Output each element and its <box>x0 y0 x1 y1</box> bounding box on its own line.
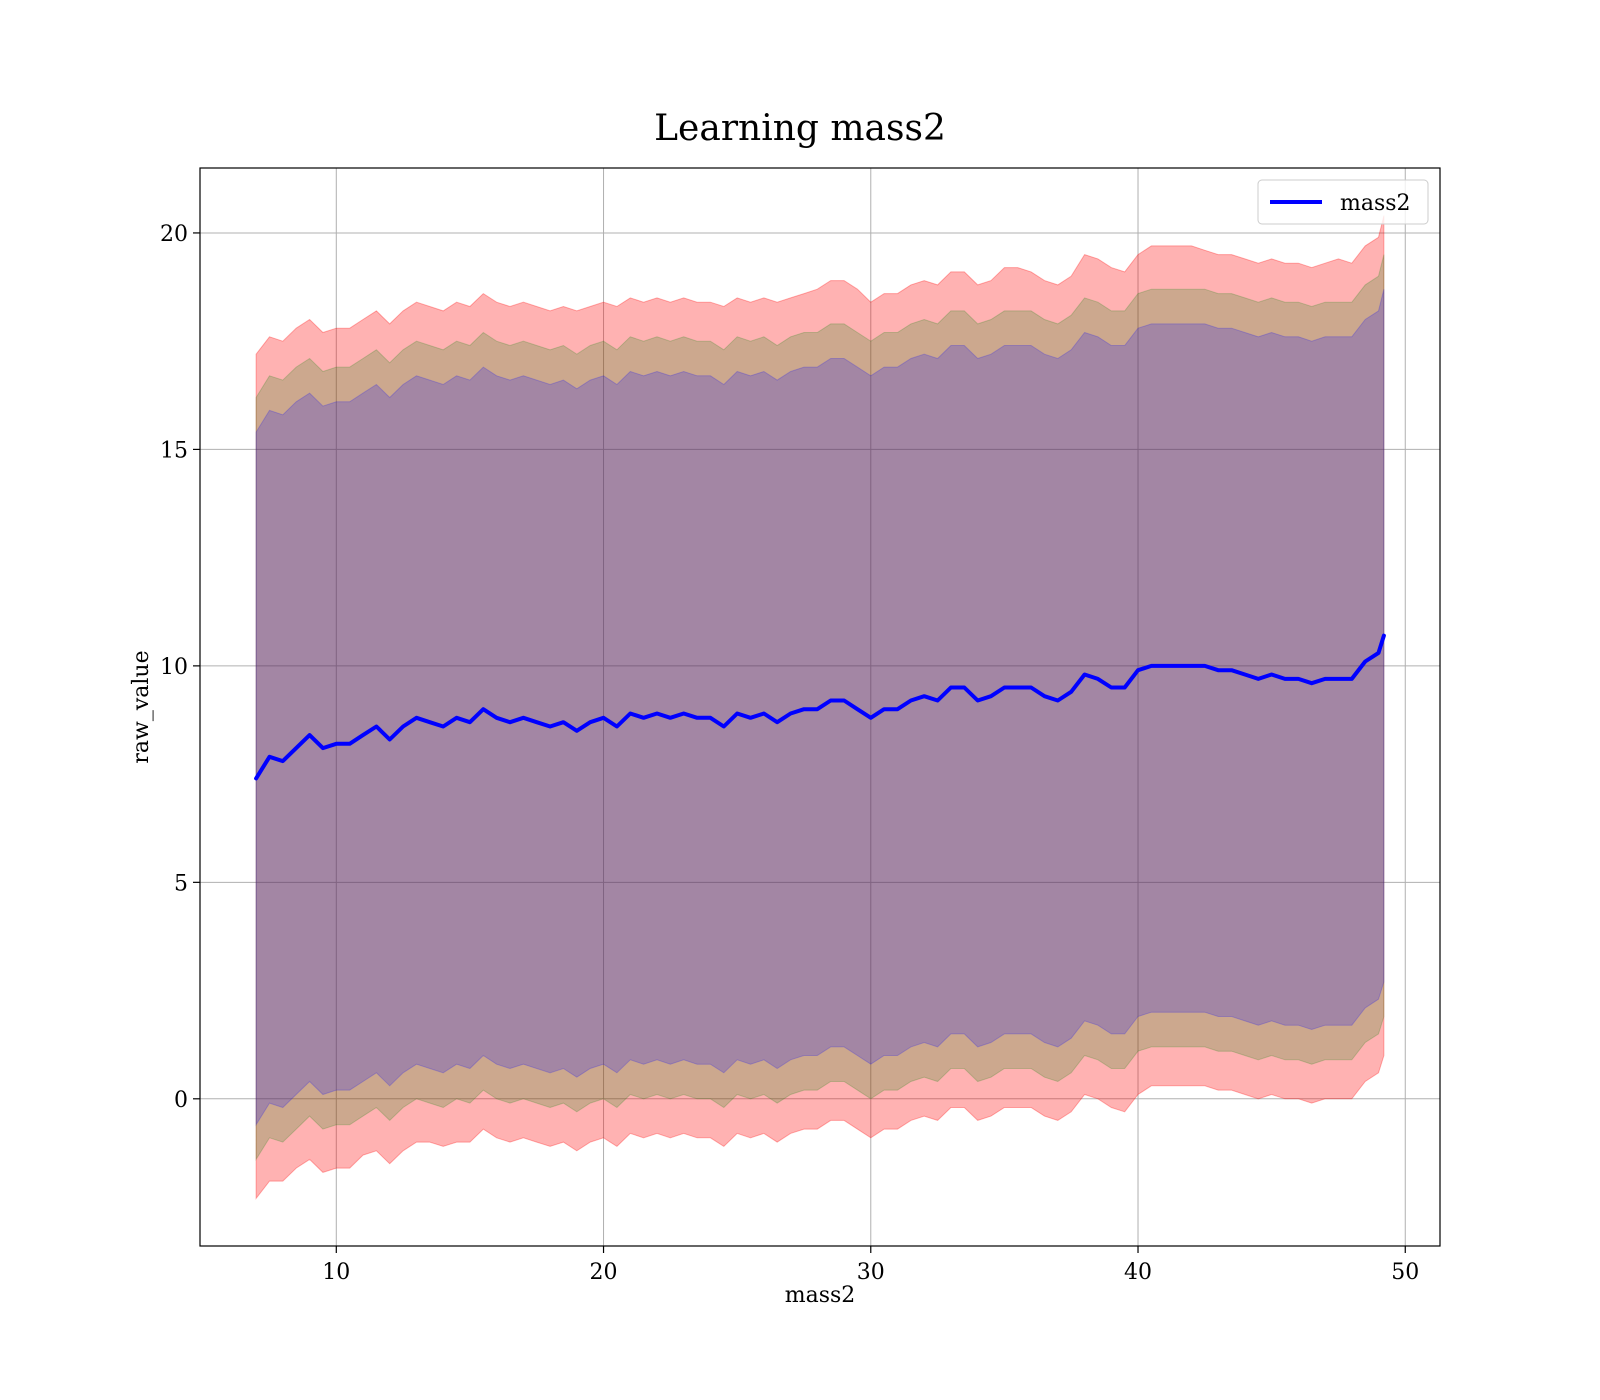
x-tick-label: 30 <box>857 1260 885 1285</box>
x-tick-label: 40 <box>1124 1260 1152 1285</box>
y-axis-title: raw_value <box>129 650 154 763</box>
plot-frame <box>199 167 1441 1247</box>
x-axis-ticks: 10 20 30 40 50 <box>322 1246 1419 1285</box>
series-line-mass2 <box>254 633 1386 781</box>
x-tick-label: 20 <box>590 1260 618 1285</box>
y-tick-label: 5 <box>174 871 188 896</box>
legend: mass2 <box>1257 179 1429 225</box>
y-tick-label: 15 <box>160 438 188 463</box>
legend-label: mass2 <box>1340 191 1411 216</box>
grid <box>200 168 1440 1246</box>
x-axis-title: mass2 <box>785 1283 856 1308</box>
x-tick-label: 10 <box>322 1260 350 1285</box>
y-tick-label: 20 <box>160 222 188 247</box>
y-axis-ticks: 0 5 10 15 20 <box>160 222 200 1113</box>
series-lines <box>254 633 1386 781</box>
legend-box <box>1257 179 1429 225</box>
chart-title: Learning mass2 <box>654 108 946 149</box>
y-tick-label: 10 <box>160 655 188 680</box>
y-tick-label: 0 <box>174 1088 188 1113</box>
x-tick-label: 50 <box>1391 1260 1419 1285</box>
